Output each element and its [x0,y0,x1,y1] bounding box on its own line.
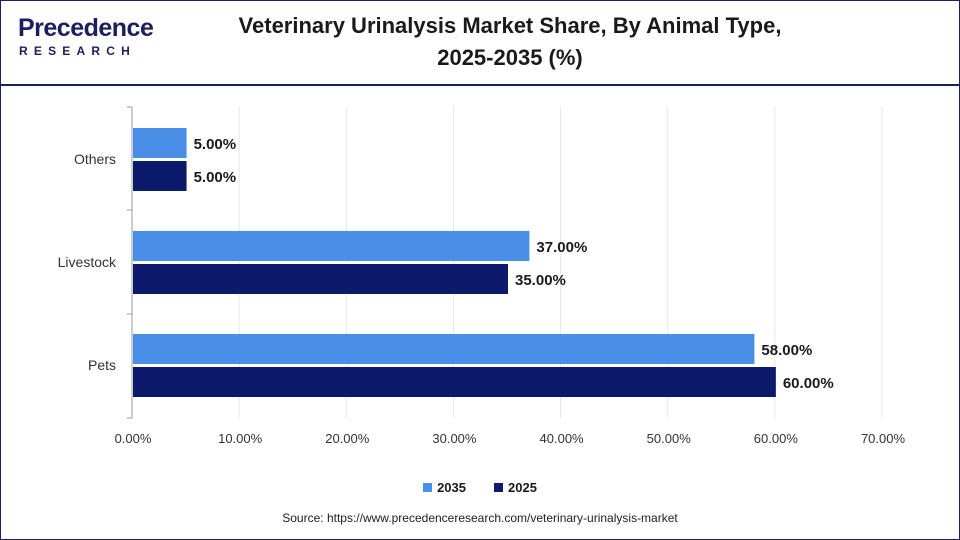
bar-2025 [133,264,508,294]
bar-2025 [133,367,776,397]
x-tick-label: 70.00% [861,431,906,446]
chart-title-line1: Veterinary Urinalysis Market Share, By A… [238,13,782,38]
data-label: 58.00% [761,342,812,359]
brand-name: Precedence [18,14,154,42]
data-label: 5.00% [194,169,237,186]
source-note: Source: https://www.precedenceresearch.c… [282,511,678,525]
data-label: 5.00% [194,136,237,153]
legend: 2035 2025 [0,477,960,497]
legend-swatch-2035 [423,482,433,492]
x-tick-label: 40.00% [540,431,585,446]
data-label: 37.00% [536,239,587,256]
x-tick-label: 50.00% [647,431,692,446]
x-tick-label: 30.00% [432,431,477,446]
x-tick-label: 60.00% [754,431,799,446]
legend-item-2035: 2035 [423,477,466,497]
x-tick-label: 10.00% [218,431,263,446]
category-label: Others [74,151,116,167]
brand-sub: RESEARCH [19,44,136,58]
header: Precedence RESEARCH Veterinary Urinalysi… [0,0,960,86]
data-label: 35.00% [515,272,566,289]
bar-2035 [133,334,755,364]
chart-title: Veterinary Urinalysis Market Share, By A… [200,10,820,74]
chart-title-line2: 2025-2035 (%) [437,45,583,70]
x-tick-label: 20.00% [325,431,370,446]
legend-swatch-2025 [494,482,503,492]
legend-label-2035: 2035 [437,479,466,495]
bar-2035 [133,128,187,158]
category-label: Pets [88,357,116,373]
data-label: 60.00% [783,375,834,392]
legend-label-2025: 2025 [508,479,537,495]
bar-2025 [133,161,187,191]
bar-2035 [133,231,530,261]
category-label: Livestock [58,254,117,270]
x-tick-label: 0.00% [115,431,152,446]
brand-logo: Precedence RESEARCH [18,14,168,64]
legend-item-2025: 2025 [494,477,537,497]
